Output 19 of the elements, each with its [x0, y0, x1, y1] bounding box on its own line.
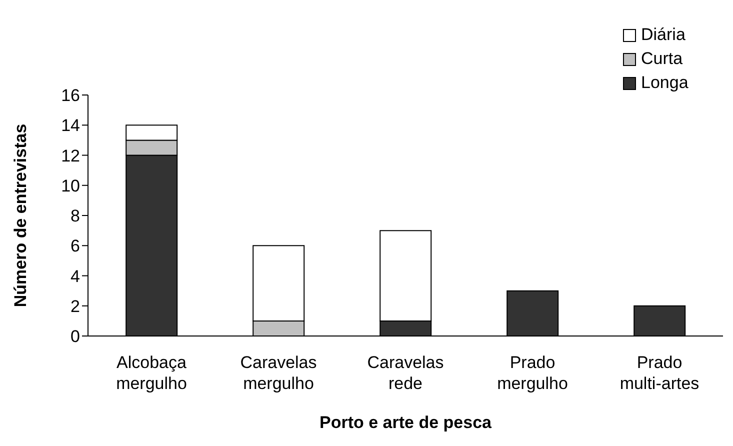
y-tick-label: 0: [70, 327, 80, 346]
y-tick-label: 8: [70, 206, 80, 226]
y-tick-label: 2: [70, 296, 80, 316]
x-tick-label: Alcobaça mergulho: [116, 353, 188, 393]
legend-label: Curta: [641, 49, 683, 69]
x-tick-label: Caravelas rede: [367, 353, 444, 393]
x-tick-label: Prado multi-artes: [620, 353, 700, 393]
y-axis-title: Número de entrevistas: [11, 124, 30, 308]
y-tick-label: 12: [61, 146, 80, 166]
legend-label: Diária: [641, 25, 686, 45]
y-tick-label: 6: [70, 236, 80, 256]
y-tick-label: 16: [61, 86, 80, 106]
y-tick-label: 10: [61, 176, 80, 196]
y-tick-label: 4: [70, 266, 80, 286]
x-tick-label: Prado mergulho: [497, 353, 568, 393]
legend-label: Longa: [641, 73, 688, 93]
y-tick-label: 14: [61, 116, 80, 136]
x-axis-title: Porto e arte de pesca: [320, 413, 492, 432]
x-tick-label: Caravelas mergulho: [240, 353, 317, 393]
